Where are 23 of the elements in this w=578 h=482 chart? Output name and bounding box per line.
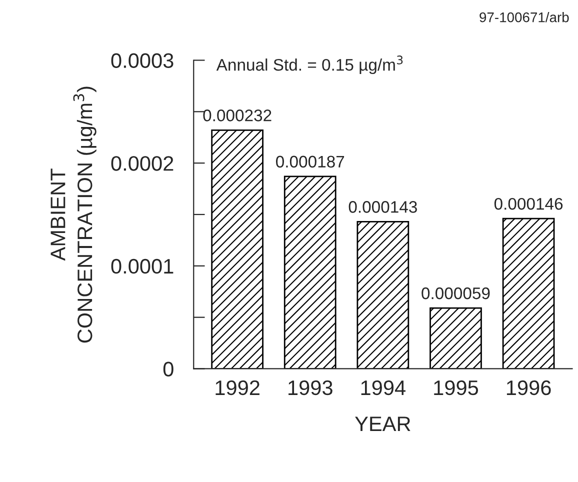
- y-axis-title: AMBIENT CONCENTRATION (µg/m$^{3}$): [50, 86, 96, 343]
- x-tick-label: 1994: [361, 380, 406, 396]
- y-tick-label: 0.0001: [111, 258, 174, 274]
- bar: [356, 220, 410, 369]
- data-label: 0.000143: [348, 201, 417, 213]
- data-label: 0.000146: [494, 198, 563, 210]
- bar: [502, 218, 555, 369]
- annotation: Annual Std. = 0.15 µg/m$^{3}$: [216, 56, 403, 74]
- data-label: 0.000187: [276, 156, 344, 168]
- y-tick-label: 0: [163, 362, 174, 376]
- bar: [284, 176, 336, 369]
- y-tick-label: 0.0002: [111, 156, 174, 171]
- x-axis-title: YEAR: [355, 416, 410, 432]
- y-tick-label: 0.0003: [111, 53, 174, 68]
- text: 97-100671/arb: [480, 12, 569, 22]
- bar: [430, 307, 482, 369]
- bar: [211, 129, 264, 369]
- x-tick-label: 1996: [506, 380, 551, 396]
- x-tick-label: 1995: [434, 380, 478, 396]
- x-tick-label: 1993: [288, 380, 332, 396]
- data-label: 0.000059: [422, 287, 490, 300]
- data-label: 0.000232: [203, 110, 272, 122]
- x-tick-label: 1992: [216, 380, 260, 396]
